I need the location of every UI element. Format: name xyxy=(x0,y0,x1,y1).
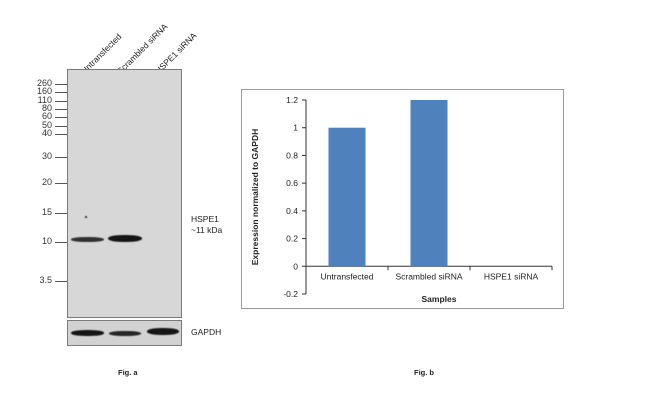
mw-label-40: 40 xyxy=(41,128,52,138)
mw-tick-160 xyxy=(55,92,67,93)
x-tick-label: HSPE1 siRNA xyxy=(484,271,539,281)
mw-tick-40 xyxy=(55,134,67,135)
x-axis-title: Samples xyxy=(422,294,457,304)
band-name-label: HSPE1 xyxy=(191,214,219,224)
chart-frame: -0.2 0 0.2 0.4 0.6 0.8 1 1.2 Untransfected Scramb… xyxy=(241,89,564,309)
mw-tick-3-5 xyxy=(55,281,67,282)
mw-label-3-5: 3.5 xyxy=(39,275,52,285)
x-tick-label: Untransfected xyxy=(321,271,374,281)
y-tick-label: 1.2 xyxy=(286,95,298,105)
mw-label-15: 15 xyxy=(41,207,52,217)
bar-scrambled-sirna xyxy=(410,100,448,267)
mw-label-160: 160 xyxy=(36,86,52,96)
mw-label-10: 10 xyxy=(41,236,52,246)
bar-untransfected xyxy=(328,127,366,267)
band-size-label: ~11 kDa xyxy=(191,225,223,235)
mw-label-50: 50 xyxy=(41,120,52,130)
mw-tick-50 xyxy=(55,126,67,127)
y-tick-label: 0 xyxy=(293,261,298,271)
y-tick-label: 0.8 xyxy=(286,150,298,160)
gapdh-band-scrambled-sirna xyxy=(109,331,141,336)
band-untransfected xyxy=(71,237,104,242)
bar-chart: -0.2 0 0.2 0.4 0.6 0.8 1 1.2 Untransfected Scramb… xyxy=(250,95,553,304)
speck-artifact xyxy=(85,216,87,218)
mw-label-30: 30 xyxy=(41,151,52,161)
mw-label-110: 110 xyxy=(37,95,52,105)
x-tick-label: Scrambled siRNA xyxy=(395,271,462,281)
band-annotation: HSPE1 ~11 kDa xyxy=(191,214,222,236)
gapdh-loading-control-strip xyxy=(67,320,182,346)
mw-label-60: 60 xyxy=(41,111,52,121)
mw-label-80: 80 xyxy=(41,103,52,113)
band-scrambled-sirna xyxy=(108,235,142,242)
mw-tick-10 xyxy=(55,242,67,243)
mw-tick-15 xyxy=(55,213,67,214)
gapdh-band-hspe1-sirna xyxy=(147,328,179,335)
y-tick-label: 1 xyxy=(293,123,298,133)
mw-label-20: 20 xyxy=(41,177,52,187)
mw-tick-60 xyxy=(55,117,67,118)
gapdh-band-untransfected xyxy=(71,330,104,336)
fig-b-caption: Fig. b xyxy=(414,368,434,377)
mw-tick-30 xyxy=(55,157,67,158)
fig-a-caption: Fig. a xyxy=(118,368,138,377)
y-tick-label: 0.6 xyxy=(286,178,298,188)
mw-tick-80 xyxy=(55,109,67,110)
western-blot-membrane xyxy=(67,69,182,318)
mw-tick-20 xyxy=(55,183,67,184)
y-tick-label: -0.2 xyxy=(283,289,298,299)
mw-label-260: 260 xyxy=(36,78,52,88)
y-tick-label: 0.2 xyxy=(286,234,298,244)
y-axis-title: Expression normalized to GAPDH xyxy=(250,129,260,266)
mw-tick-110 xyxy=(55,101,67,102)
y-tick-label: 0.4 xyxy=(286,206,298,216)
mw-tick-260 xyxy=(55,84,67,85)
gapdh-label: GAPDH xyxy=(191,327,222,337)
